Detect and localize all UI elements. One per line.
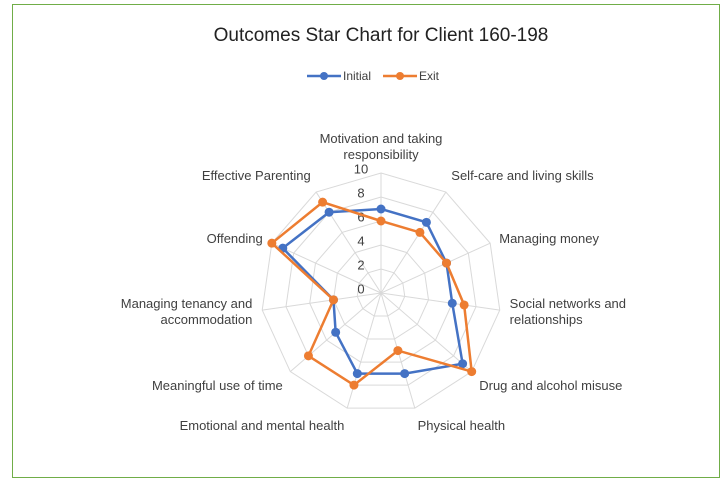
data-point: [376, 216, 386, 226]
data-point: [467, 367, 477, 377]
legend-marker: [320, 72, 328, 80]
spoke: [380, 191, 447, 294]
y-tick-label: 2: [357, 257, 364, 272]
legend-label: Exit: [419, 69, 440, 83]
data-point: [352, 369, 362, 379]
data-point: [303, 351, 313, 361]
data-point: [324, 207, 334, 217]
category-label: Drug and alcohol misuse: [479, 378, 623, 394]
y-tick-label: 10: [354, 161, 368, 176]
spoke: [271, 242, 382, 294]
series-line: [280, 207, 465, 375]
spoke: [262, 292, 382, 311]
spoke: [380, 292, 473, 372]
legend-marker: [396, 72, 405, 80]
category-label: Managing tenancy and accommodation: [120, 295, 253, 327]
category-label: Motivation and taking responsibility: [319, 131, 443, 162]
category-label: Social networks and relationships: [509, 295, 627, 327]
series-line: [269, 200, 474, 387]
category-label: Managing money: [499, 230, 599, 246]
category-label: Offending: [206, 230, 263, 246]
grid-line: [332, 244, 430, 340]
grid-line: [285, 196, 477, 386]
category-label: Effective Parenting: [201, 167, 311, 183]
data-point: [447, 298, 457, 308]
data-point: [318, 197, 328, 207]
data-point: [349, 380, 359, 390]
spoke: [380, 292, 500, 311]
data-point: [328, 295, 338, 305]
data-point: [267, 238, 277, 248]
data-point: [415, 227, 425, 237]
data-point: [393, 346, 403, 356]
y-tick-label: 6: [357, 209, 364, 224]
category-label: Emotional and mental health: [179, 417, 345, 433]
chart-title: Outcomes Star Chart for Client 160-198: [214, 25, 549, 46]
data-point: [376, 204, 386, 214]
data-point: [421, 217, 431, 227]
y-tick-label: 4: [357, 233, 364, 248]
y-tick-label: 0: [357, 281, 364, 296]
legend-label: Initial: [343, 69, 371, 83]
data-point: [441, 258, 451, 268]
data-point: [400, 369, 410, 379]
grid-line: [261, 172, 501, 409]
data-point: [331, 327, 341, 337]
spoke: [380, 242, 491, 294]
chart-border: [12, 4, 720, 478]
grid-line: [356, 268, 406, 317]
y-tick-label: 8: [357, 185, 364, 200]
data-point: [459, 300, 469, 310]
category-label: Physical health: [417, 417, 506, 433]
category-label: Meaningful use of time: [151, 378, 283, 394]
category-label: Self-care and living skills: [451, 167, 594, 183]
data-point: [458, 359, 468, 369]
